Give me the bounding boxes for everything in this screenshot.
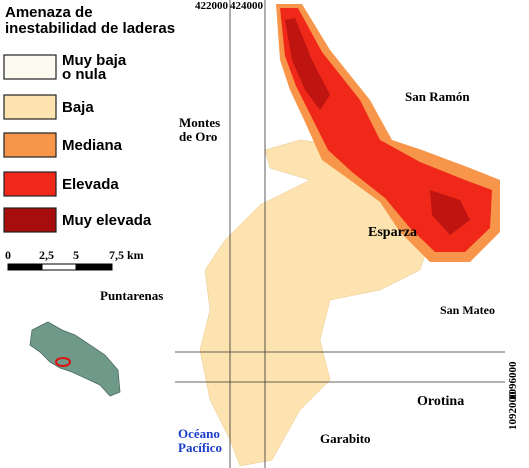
legend-label: Mediana — [62, 137, 123, 154]
zone-muy-elevada — [285, 18, 470, 235]
legend-label: Elevada — [62, 176, 119, 193]
place-label: Puntarenas — [100, 288, 163, 303]
legend-label: Muy elevada — [62, 212, 152, 229]
legend-label: o nula — [62, 66, 107, 83]
place-label: Garabito — [320, 431, 371, 446]
grid-x-label: 422000 — [195, 0, 229, 12]
scale-label: 7,5 km — [109, 248, 144, 262]
legend-label: Muy baja — [62, 52, 127, 69]
inset-marker — [55, 357, 71, 367]
scale-segment — [75, 263, 113, 271]
legend-label: Baja — [62, 99, 94, 116]
legend-swatch — [3, 94, 57, 120]
place-label: San Ramón — [405, 89, 470, 104]
place-label: Montes — [179, 115, 220, 130]
place-label: Orotina — [417, 394, 464, 409]
place-label: de Oro — [179, 129, 217, 144]
legend-title: inestabilidad de laderas — [5, 20, 175, 37]
legend-swatch — [3, 132, 57, 158]
place-label: Pacífico — [178, 440, 222, 455]
grid-y-label: 1096000 — [507, 361, 519, 400]
scale-segment — [41, 263, 77, 271]
legend-swatch — [3, 54, 57, 80]
grid-x-label: 424000 — [230, 0, 264, 12]
place-label: Esparza — [368, 225, 417, 240]
legend-title: Amenaza de — [5, 4, 93, 21]
scale-label: 5 — [73, 248, 79, 262]
zone-elevada — [280, 8, 492, 252]
legend-swatch — [3, 207, 57, 233]
map-area — [199, 4, 500, 467]
inset-country — [29, 321, 121, 397]
legend-swatch — [3, 171, 57, 197]
grid-y-label: 1092000 — [507, 391, 519, 430]
costa-rica-inset — [29, 321, 121, 397]
place-label: Océano — [178, 426, 220, 441]
place-label: San Mateo — [440, 303, 495, 317]
scale-label: 2,5 — [39, 248, 54, 262]
scale-label: 0 — [5, 248, 11, 262]
scale-segment — [7, 263, 43, 271]
